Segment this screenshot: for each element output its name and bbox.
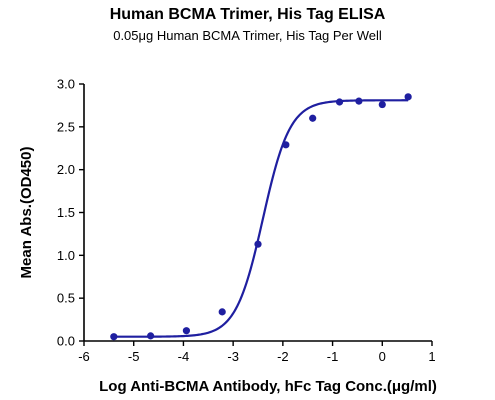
y-tick-label: 2.5 xyxy=(57,119,75,134)
y-tick-label: 3.0 xyxy=(57,77,75,92)
y-tick-label: 0.5 xyxy=(57,291,75,306)
data-point xyxy=(335,98,344,106)
y-tick-label: 1.0 xyxy=(57,248,75,263)
y-axis-label: Mean Abs.(OD450) xyxy=(18,147,35,279)
ticks: -6 -5 -4 -3 -2 -1 0 1 0.0 0.5 1.0 1.5 2.0 2.5 3.0 xyxy=(57,77,436,365)
data-point xyxy=(218,308,226,316)
x-tick-label: -1 xyxy=(327,349,339,364)
data-point xyxy=(110,333,118,341)
fit-curve xyxy=(113,99,409,338)
x-tick-label: 1 xyxy=(428,349,435,364)
data-point xyxy=(282,141,290,149)
data-point xyxy=(254,240,262,248)
x-tick-label: 0 xyxy=(379,349,386,364)
data-point xyxy=(147,332,155,340)
data-point xyxy=(309,114,317,122)
data-point xyxy=(404,93,412,101)
y-tick-label: 1.5 xyxy=(57,205,75,220)
x-tick-label: -5 xyxy=(128,349,140,364)
y-tick-label: 2.0 xyxy=(57,162,75,177)
data-point xyxy=(378,100,386,109)
chart-title: Human BCMA Trimer, His Tag ELISA xyxy=(109,6,386,23)
data-point xyxy=(182,327,191,335)
data-point xyxy=(355,97,363,105)
x-tick-label: -4 xyxy=(178,349,190,364)
x-tick-label: -3 xyxy=(227,349,239,364)
axes xyxy=(83,84,432,342)
x-axis-label: Log Anti-BCMA Antibody, hFc Tag Conc.(μg… xyxy=(99,378,437,395)
data-points xyxy=(110,93,412,341)
x-tick-label: -2 xyxy=(277,349,289,364)
x-tick-label: -6 xyxy=(78,349,90,364)
y-tick-label: 0.0 xyxy=(57,334,75,349)
chart-subtitle: 0.05μg Human BCMA Trimer, His Tag Per We… xyxy=(113,28,382,43)
